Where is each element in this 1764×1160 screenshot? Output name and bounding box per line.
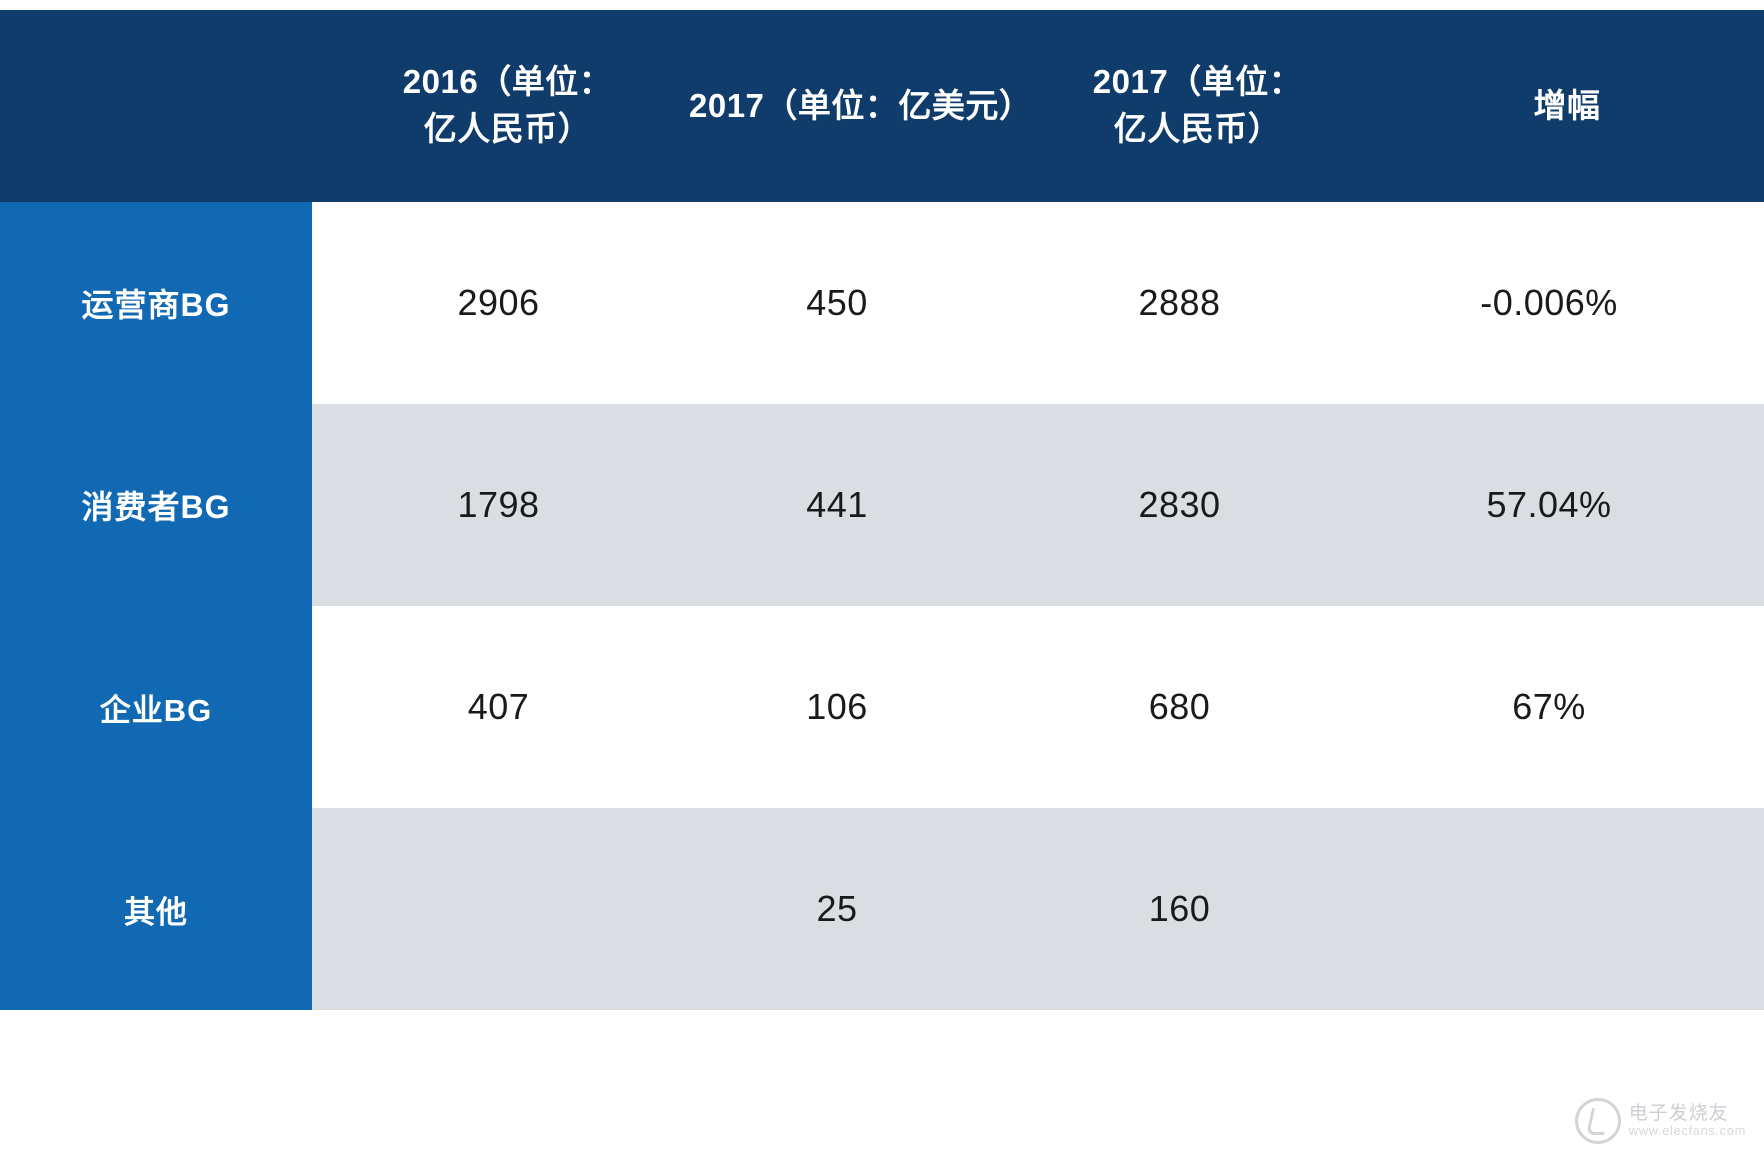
cell-rev2016-cny: 1798 [457,484,540,525]
table-row: 运营商BG 2906 450 2888 -0.006% [0,202,1764,404]
elecfans-logo-icon [1574,1098,1621,1144]
cell-growth: -0.006% [1480,282,1618,323]
table-row: 消费者BG 1798 441 2830 57.04% [0,404,1764,606]
cell-rev2017-usd: 441 [806,484,868,525]
row-gutter [312,202,330,404]
watermark-url: www.elecfans.com [1628,1123,1746,1139]
table-row: 其他 25 160 [0,808,1764,1010]
column-header-rev2017-usd: 2017（单位：亿美元） [689,86,1033,124]
cell-rev2016-cny [330,808,667,1010]
table-row: 企业BG 407 106 680 67% [0,606,1764,808]
cell-growth: 67% [1512,686,1586,727]
row-gutter [312,606,330,808]
cell-rev2017-cny: 680 [1148,686,1211,727]
cell-rev2017-usd: 25 [816,888,858,929]
cell-growth: 57.04% [1486,484,1612,525]
cell-rev2017-cny: 160 [1148,888,1211,929]
table-body: 运营商BG 2906 450 2888 -0.006% 消费者BG 1798 4… [0,202,1764,1032]
column-header-rev2016-cny: 2016（单位：亿人民币） [402,63,613,147]
row-label-others: 其他 [0,808,312,1010]
cell-rev2016-cny: 2906 [457,282,540,323]
cell-rev2017-usd: 450 [806,282,868,323]
cell-rev2017-usd: 106 [806,686,868,727]
row-gutter [312,404,330,606]
watermark: 电子发烧友 www.elecfans.com [1574,1098,1746,1144]
cell-rev2017-cny: 2888 [1138,282,1221,323]
table-header-row: 2016（单位：亿人民币） 2017（单位：亿美元） 2017（单位：亿人民币）… [0,10,1764,202]
header-corner-cell [0,10,330,202]
cell-growth [1352,808,1746,1010]
column-header-growth: 增幅 [1533,86,1601,124]
row-label-consumer-bg: 消费者BG [0,404,312,606]
row-label-enterprise-bg: 企业BG [0,606,312,808]
column-header-rev2017-cny: 2017（单位：亿人民币） [1092,63,1303,147]
watermark-text: 电子发烧友 www.elecfans.com [1629,1103,1746,1140]
cell-rev2017-cny: 2830 [1138,484,1221,525]
cell-rev2016-cny: 407 [467,686,530,727]
watermark-title: 电子发烧友 [1628,1102,1729,1124]
row-label-operator-bg: 运营商BG [0,202,312,404]
row-gutter [312,808,330,1010]
